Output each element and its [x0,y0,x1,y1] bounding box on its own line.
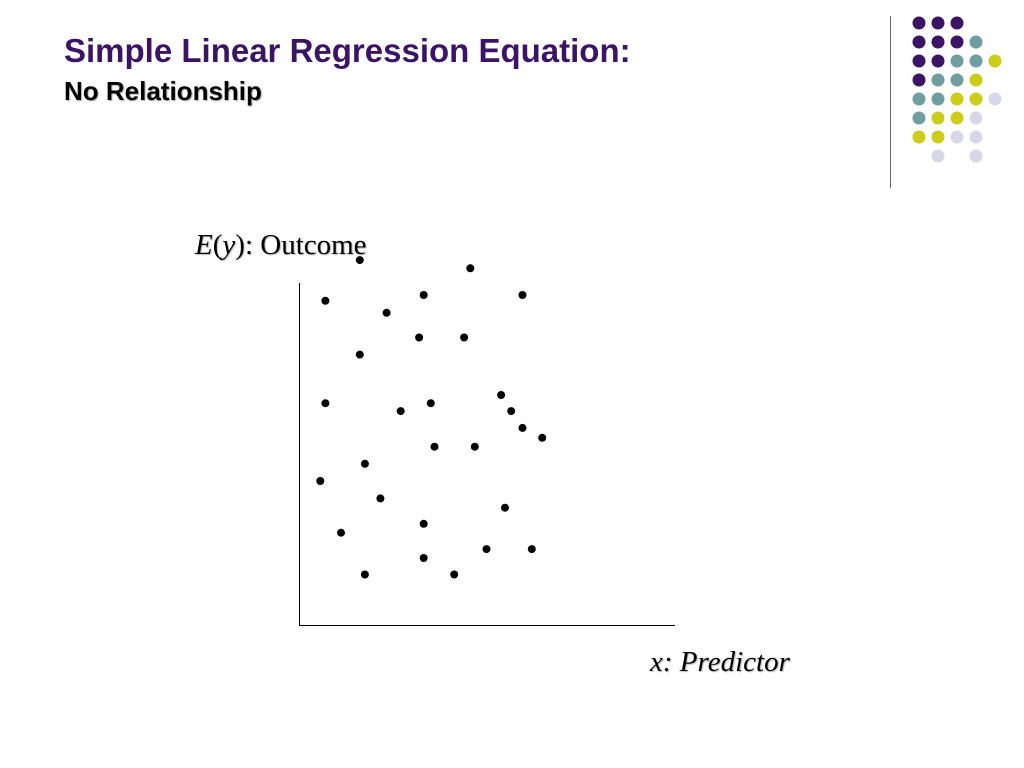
y-axis-label-variable: y [222,229,236,261]
decorative-dot [969,92,983,106]
decorative-dot [912,54,926,68]
slide-subtitle: No Relationship [64,76,262,106]
scatter-point [470,442,479,451]
scatter-point [518,291,527,299]
x-axis-label: x: Predictor [650,646,790,679]
scatter-point [460,333,469,342]
scatter-point [316,477,325,485]
scatter-point [376,494,385,503]
y-axis-label-open-paren: ( [212,229,223,261]
decorative-dot [969,35,983,49]
decorative-dot [950,111,964,125]
decorative-dot [912,35,926,49]
decorative-dot [931,111,945,125]
decorative-dot [912,111,926,125]
scatter-point [419,554,428,562]
scatter-point [382,308,391,317]
decorative-dot [912,130,926,144]
y-axis-label-text: : Outcome [244,229,367,261]
scatter-point [415,333,424,342]
scatter-point [482,545,491,554]
scatter-point [450,570,459,579]
scatter-point [527,545,536,554]
scatter-point [518,423,527,432]
decorative-dot [969,54,983,68]
decorative-dot [912,16,926,30]
scatter-point [337,528,345,537]
scatter-point [497,391,506,399]
decorative-dot [969,130,983,144]
decorative-dot [950,35,964,49]
y-axis-label: E(y): Outcome [195,229,367,262]
decorative-dot [931,73,945,87]
scatter-point [360,570,369,579]
scatter-point [355,256,364,265]
scatter-point [419,519,428,528]
decorative-dot [969,111,983,125]
scatter-point [501,503,509,512]
scatter-point [466,264,475,273]
decorative-dot [931,35,945,49]
scatter-point [538,433,547,442]
decorative-dot [931,16,945,30]
scatter-point [360,459,369,468]
scatter-point [355,350,364,359]
y-axis-label-close-paren: ) [235,229,245,261]
decorative-dot [969,73,983,87]
decorative-dot [912,73,926,87]
corner-divider-line [890,16,891,188]
x-axis-label-text: : Predictor [662,646,790,678]
x-axis-label-variable: x [650,646,663,678]
decorative-dot [950,130,964,144]
decorative-dot [950,92,964,106]
scatter-point [419,291,428,299]
decorative-dot [931,130,945,144]
decorative-dot [950,73,964,87]
slide-title: Simple Linear Regression Equation: [64,32,631,69]
decorative-dot [950,54,964,68]
data-points [316,256,547,579]
decorative-dot [988,92,1002,106]
decorative-dot [988,54,1002,68]
scatter-point [507,407,516,416]
scatter-point [426,399,435,408]
decorative-dot [931,149,945,163]
decorative-dot-grid [912,16,1002,163]
decorative-dot [950,16,964,30]
decorative-dot [931,54,945,68]
y-axis-label-function: E [195,229,213,261]
scatter-point [321,296,330,305]
decorative-dot [912,92,926,106]
scatter-point [321,399,330,408]
scatter-point [430,442,439,451]
decorative-dot [931,92,945,106]
decorative-dot [969,149,983,163]
scatter-point [396,407,405,416]
